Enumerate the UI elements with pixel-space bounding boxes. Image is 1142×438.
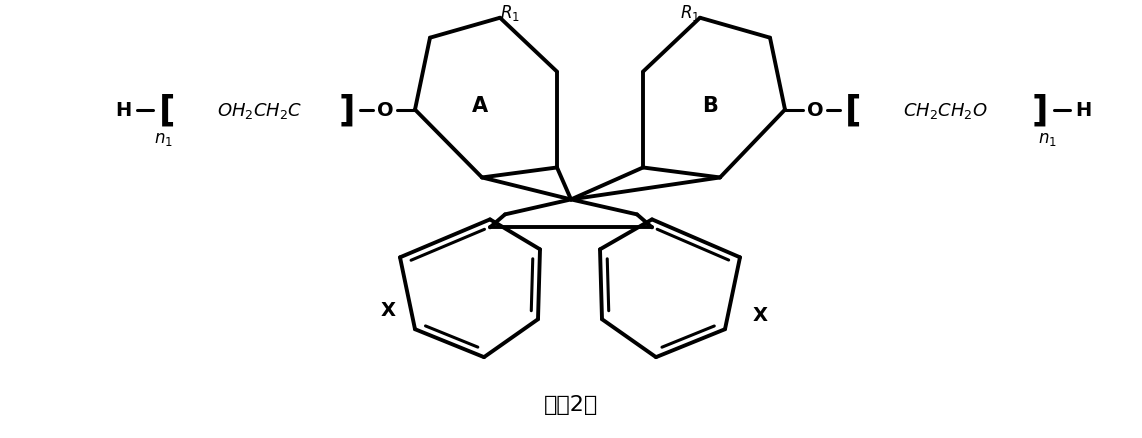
Text: $CH_2CH_2O$: $CH_2CH_2O$ bbox=[902, 100, 988, 120]
Text: O: O bbox=[377, 101, 393, 120]
Text: H: H bbox=[115, 101, 131, 120]
Text: $R_1$: $R_1$ bbox=[500, 3, 520, 23]
Text: $n_1$: $n_1$ bbox=[153, 129, 172, 147]
Text: O: O bbox=[806, 101, 823, 120]
Text: ]: ] bbox=[1031, 93, 1048, 127]
Text: A: A bbox=[472, 95, 488, 115]
Text: $R_1$: $R_1$ bbox=[679, 3, 700, 23]
Text: X: X bbox=[380, 300, 395, 319]
Text: [: [ bbox=[845, 93, 861, 127]
Text: $n_1$: $n_1$ bbox=[1038, 129, 1056, 147]
Text: ]: ] bbox=[339, 93, 355, 127]
Text: 式（2）: 式（2） bbox=[544, 394, 598, 414]
Text: [: [ bbox=[159, 93, 175, 127]
Text: $OH_2CH_2C$: $OH_2CH_2C$ bbox=[217, 100, 303, 120]
Text: B: B bbox=[702, 95, 718, 115]
Text: X: X bbox=[753, 305, 767, 324]
Text: H: H bbox=[1075, 101, 1091, 120]
